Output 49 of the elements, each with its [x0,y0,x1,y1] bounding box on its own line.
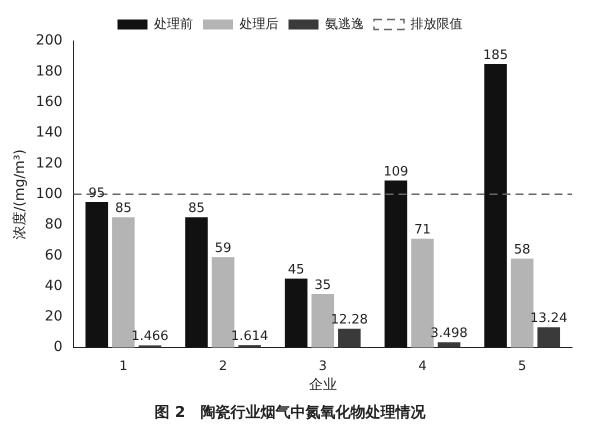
bar [484,64,507,348]
data-label: 185 [483,48,508,63]
y-axis-title: 浓度/(mg/m³) [12,149,28,240]
x-tick-label: 3 [318,358,327,374]
data-label: 45 [288,262,304,278]
data-label: 85 [115,201,132,216]
data-label: 3.498 [430,326,468,342]
y-tick-label: 60 [44,247,63,264]
y-tick-label: 180 [36,63,63,80]
data-label: 109 [383,164,408,180]
bar [212,257,234,348]
bar [338,328,361,348]
data-label: 12.28 [330,312,368,328]
data-label: 85 [188,201,205,216]
text: 图 2 陶瓷行业烟气中氮氧化物处理情况 [154,402,426,421]
data-label: 59 [214,241,232,256]
bar [238,345,261,348]
bar [510,258,534,348]
bar [537,327,560,348]
y-tick-label: 40 [44,278,63,294]
y-tick-label: 20 [44,308,63,325]
data-label: 35 [314,278,332,293]
bar [384,180,408,348]
bar [138,345,162,348]
x-axis-title: 企业 [308,377,337,394]
x-tick-label: 1 [119,358,128,374]
bar [284,278,308,348]
data-label: 1.466 [131,329,169,344]
legend-label: 排放限值 [410,16,462,32]
bar [438,342,460,348]
data-label: 13.24 [530,311,568,326]
y-tick-label: 120 [36,155,63,172]
y-tick-label: 160 [36,94,63,110]
y-tick-label: 100 [36,186,63,202]
x-tick-label: 2 [218,358,228,374]
legend-label: 处理后 [240,16,278,32]
legend-label: 氨逃逸 [325,16,364,32]
x-tick-label: 4 [418,358,427,374]
bar [85,202,108,348]
y-tick-label: 0 [54,339,63,356]
legend-label: 处理前 [154,16,193,32]
bar [185,217,208,348]
data-label: 1.614 [231,329,268,344]
data-label: 58 [514,242,530,258]
y-tick-label: 140 [36,124,63,141]
data-label: 71 [414,222,431,238]
y-tick-label: 80 [44,216,63,233]
y-tick-label: 200 [36,32,63,49]
x-tick-label: 5 [518,358,526,374]
